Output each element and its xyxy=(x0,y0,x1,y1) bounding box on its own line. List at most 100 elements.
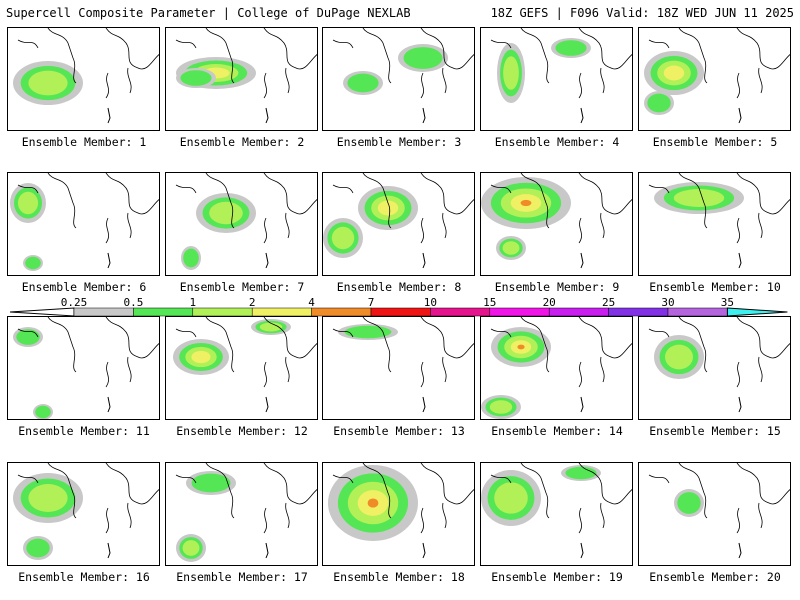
state-marker xyxy=(422,396,426,413)
ensemble-panel xyxy=(7,172,160,276)
member-label: Ensemble Member: 17 xyxy=(176,570,308,584)
state-marker xyxy=(738,107,742,124)
scp-contour xyxy=(25,256,41,270)
coastline xyxy=(490,28,632,99)
state-marker xyxy=(107,252,111,269)
colorbar-label: 30 xyxy=(661,296,675,309)
member-label: Ensemble Member: 18 xyxy=(333,570,465,584)
scp-contour xyxy=(182,540,200,556)
colorbar-label: 2 xyxy=(248,296,256,309)
coastline xyxy=(648,28,790,99)
colorbar-label: 25 xyxy=(601,296,616,309)
ensemble-panel xyxy=(480,316,633,420)
coastline xyxy=(332,28,474,99)
state-marker xyxy=(107,542,111,559)
map-title: Supercell Composite Parameter | College … xyxy=(6,6,411,20)
ensemble-panel xyxy=(165,462,318,566)
ensemble-panel xyxy=(322,172,475,276)
coastline xyxy=(648,463,790,534)
ensemble-panel xyxy=(322,462,475,566)
state-marker xyxy=(738,396,742,413)
state-marker xyxy=(580,252,584,269)
scp-contour xyxy=(180,70,212,86)
coastline xyxy=(648,173,790,244)
scp-contour xyxy=(494,482,528,514)
member-label: Ensemble Member: 4 xyxy=(494,135,620,149)
coastline xyxy=(175,463,317,534)
scp-contour xyxy=(503,56,519,90)
scp-contour xyxy=(259,322,283,332)
scp-contour xyxy=(26,538,50,558)
ensemble-panel xyxy=(322,316,475,420)
ensemble-panel xyxy=(480,462,633,566)
colorbar-segment xyxy=(192,307,253,317)
scp-contour xyxy=(502,241,520,255)
ensemble-panel xyxy=(480,172,633,276)
member-label: Ensemble Member: 7 xyxy=(179,280,305,294)
scp-contour xyxy=(191,350,211,364)
ensemble-panel xyxy=(322,27,475,131)
colorbar-segment xyxy=(370,307,431,317)
ensemble-panel xyxy=(638,316,791,420)
scp-contour xyxy=(17,191,39,215)
scp-contour xyxy=(555,40,587,56)
scp-contour xyxy=(565,466,597,480)
colorbar-label: 15 xyxy=(483,296,497,309)
colorbar-max-arrow xyxy=(726,307,788,317)
member-label: Ensemble Member: 6 xyxy=(21,280,147,294)
coastline xyxy=(175,28,317,99)
scp-contour xyxy=(367,498,379,508)
coastline xyxy=(17,463,159,534)
member-label: Ensemble Member: 10 xyxy=(649,280,781,294)
coastline xyxy=(648,317,790,388)
colorbar-label: 0.25 xyxy=(60,296,88,309)
member-label: Ensemble Member: 12 xyxy=(176,424,308,438)
colorbar-segment xyxy=(133,307,194,317)
state-marker xyxy=(580,396,584,413)
member-label: Ensemble Member: 9 xyxy=(494,280,620,294)
ensemble-panel xyxy=(7,462,160,566)
scp-contour xyxy=(520,199,532,207)
state-marker xyxy=(738,252,742,269)
scp-contour xyxy=(28,484,68,512)
scp-contour xyxy=(647,93,671,113)
coastline xyxy=(17,28,159,99)
coastline xyxy=(332,463,474,534)
member-label: Ensemble Member: 20 xyxy=(649,570,781,584)
scp-contour xyxy=(209,201,243,225)
colorbar-segment xyxy=(667,307,728,317)
state-marker xyxy=(422,542,426,559)
scp-contour xyxy=(347,73,379,93)
member-label: Ensemble Member: 19 xyxy=(491,570,623,584)
state-marker xyxy=(580,542,584,559)
scp-contour xyxy=(28,70,68,96)
colorbar-segment xyxy=(489,307,550,317)
state-marker xyxy=(265,396,269,413)
scp-contour xyxy=(35,405,51,419)
state-marker xyxy=(738,542,742,559)
scp-contour xyxy=(377,200,399,216)
colorbar-label: 4 xyxy=(308,296,315,309)
ensemble-panel xyxy=(165,27,318,131)
ensemble-panel xyxy=(480,27,633,131)
colorbar-min-arrow xyxy=(9,307,75,317)
state-marker xyxy=(107,107,111,124)
colorbar-label: 7 xyxy=(367,296,375,309)
coastline xyxy=(490,173,632,244)
member-label: Ensemble Member: 11 xyxy=(18,424,150,438)
colorbar-segment xyxy=(430,307,491,317)
colorbar-segment xyxy=(251,307,312,317)
member-label: Ensemble Member: 2 xyxy=(179,135,305,149)
coastline xyxy=(332,173,474,244)
state-marker xyxy=(265,542,269,559)
member-label: Ensemble Member: 8 xyxy=(336,280,462,294)
coastline xyxy=(490,317,632,388)
colorbar-label: 10 xyxy=(423,296,438,309)
colorbar-label: 1 xyxy=(189,296,197,309)
state-marker xyxy=(422,252,426,269)
coastline xyxy=(332,317,474,388)
valid-time: 18Z GEFS | F096 Valid: 18Z WED JUN 11 20… xyxy=(490,6,794,20)
coastline xyxy=(490,463,632,534)
coastline xyxy=(17,317,159,388)
state-marker xyxy=(265,107,269,124)
